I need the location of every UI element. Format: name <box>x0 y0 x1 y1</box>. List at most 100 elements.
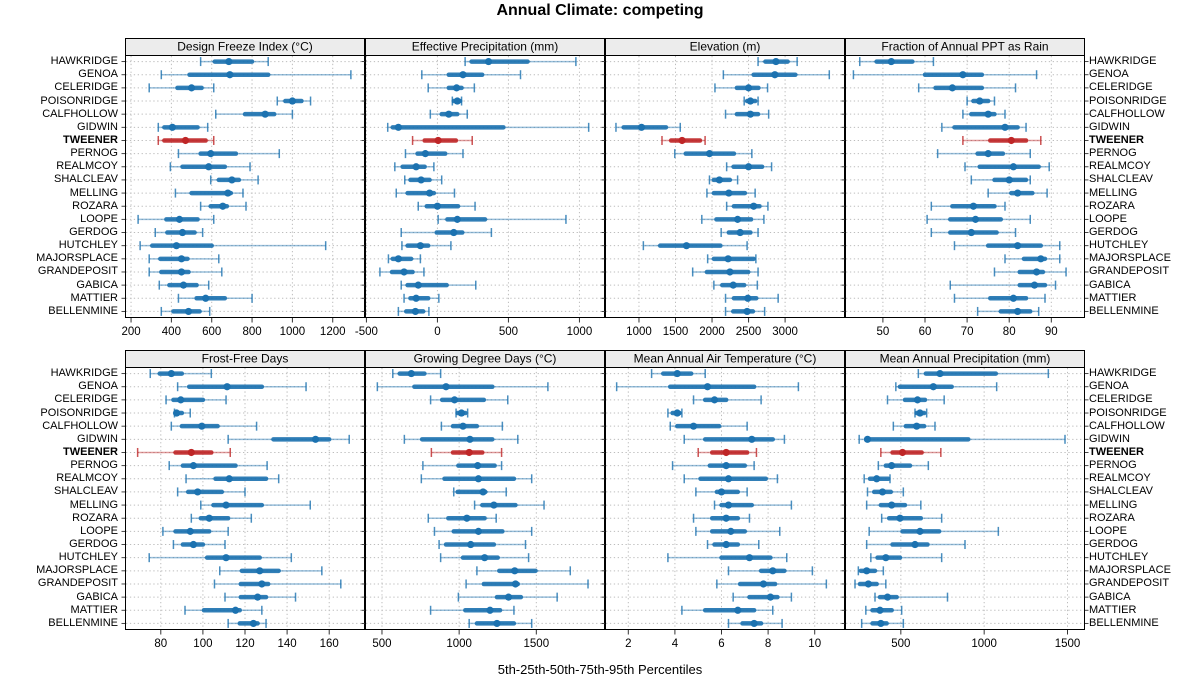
median-dot <box>1009 163 1018 171</box>
median-dot <box>913 396 922 404</box>
percentile-row-melling <box>987 188 1048 198</box>
station-label-left-gerdog: GERDOG <box>69 538 118 551</box>
percentile-row-poisonridge <box>455 408 469 418</box>
station-label-left-loope: LOOPE <box>80 212 118 225</box>
station-label-right-majorsplace: MAJORSPLACE <box>1089 564 1171 577</box>
percentile-row-realmcoy <box>185 474 280 484</box>
station-label-right-shalcleav: SHALCLEAV <box>1089 485 1153 498</box>
station-label-left-genoa: GENOA <box>78 380 118 393</box>
median-dot <box>474 475 483 483</box>
median-dot <box>948 84 956 92</box>
station-label-left-hutchley: HUTCHLEY <box>58 239 118 252</box>
median-dot <box>189 462 198 470</box>
median-dot <box>984 150 992 158</box>
percentile-row-shalcleav <box>708 175 739 185</box>
median-dot <box>743 307 751 316</box>
x-tick-label: 600 <box>202 326 221 338</box>
median-dot <box>1005 176 1013 184</box>
percentile-row-celeridge <box>427 83 476 93</box>
strip-title: Elevation (m) <box>690 40 761 54</box>
median-dot <box>450 396 459 404</box>
median-dot <box>311 435 320 443</box>
median-dot <box>416 242 424 250</box>
median-dot <box>453 215 461 223</box>
station-label-right-genoa: GENOA <box>1089 380 1129 393</box>
panel-design-freeze-index-c: Design Freeze Index (°C) 200 400 600 800 1000… <box>121 38 369 338</box>
station-label-right-genoa: GENOA <box>1089 68 1129 81</box>
median-dot <box>222 554 230 562</box>
percentile-row-celeridge <box>148 83 215 93</box>
median-dot <box>172 409 181 417</box>
median-dot <box>187 448 195 457</box>
median-dot <box>726 268 734 276</box>
percentile-row-gidwin <box>157 122 209 132</box>
median-dot <box>450 228 458 237</box>
strip-title: Fraction of Annual PPT as Rain <box>881 40 1048 54</box>
median-dot <box>717 488 726 496</box>
percentile-row-pernog <box>177 149 281 159</box>
percentile-row-loope <box>162 526 229 536</box>
station-label-right-grandeposit: GRANDEPOSIT <box>1089 265 1170 278</box>
panel-mean-annual-air-temperature-c: Mean Annual Air Temperature (°C) 2 4 6 8 10 <box>601 350 849 650</box>
median-dot <box>417 176 425 184</box>
median-dot <box>724 501 733 509</box>
percentile-row-hawkridge <box>650 369 706 379</box>
panel-elevation-m: Elevation (m) 1000 1500 2000 2500 3000 <box>601 38 849 338</box>
percentile-row-gerdog <box>720 228 759 238</box>
chart-caption: 5th-25th-50th-75th-95th Percentiles <box>497 662 703 677</box>
median-dot <box>911 540 919 549</box>
percentile-row-gerdog <box>706 540 760 550</box>
percentile-row-bellenmine <box>724 306 766 316</box>
median-dot <box>493 619 501 628</box>
percentile-row-grandeposit <box>213 579 342 589</box>
x-tick-label: 500 <box>499 326 518 338</box>
median-dot <box>434 136 442 145</box>
median-dot <box>194 488 202 496</box>
station-label-right-hawkridge: HAWKRIDGE <box>1089 367 1157 380</box>
median-dot <box>913 422 921 430</box>
station-label-right-realmcoy: REALMCOY <box>1089 160 1151 173</box>
x-axis: 50 60 70 80 90 <box>876 318 1058 338</box>
percentile-row-rozara <box>725 201 769 211</box>
median-dot <box>207 150 215 158</box>
median-dot <box>198 422 206 430</box>
percentile-row-hutchley <box>642 241 748 251</box>
percentile-row-shalcleav <box>695 487 748 497</box>
median-dot <box>465 448 473 457</box>
median-dot <box>873 475 881 483</box>
percentile-row-hutchley <box>401 241 452 251</box>
percentile-row-rozara <box>199 201 247 211</box>
x-tick-label: 2000 <box>699 326 725 338</box>
x-tick-label: 80 <box>154 638 167 650</box>
median-dot <box>710 396 719 404</box>
median-dot <box>179 281 188 289</box>
median-dot <box>864 580 872 588</box>
panel-growing-degree-days-c: Growing Degree Days (°C) 500 1000 1500 <box>361 350 609 650</box>
percentile-row-gidwin <box>227 434 350 444</box>
x-axis: 500 1000 1500 <box>891 630 1080 650</box>
percentile-row-shalcleav <box>404 175 443 185</box>
median-dot <box>466 435 474 443</box>
median-dot <box>457 409 466 417</box>
x-tick-label: 80 <box>1003 326 1016 338</box>
x-axis: -500 0 500 1000 <box>355 318 592 338</box>
percentile-row-shalcleav <box>452 487 507 497</box>
median-dot <box>766 593 775 601</box>
median-dot <box>231 606 240 614</box>
median-dot <box>412 294 420 302</box>
median-dot <box>223 383 231 391</box>
percentile-row-realmcoy <box>169 162 251 172</box>
x-tick-label: 160 <box>320 638 339 650</box>
percentile-row-gabica <box>949 280 1057 290</box>
station-label-right-calfhollow: CALFHOLLOW <box>1089 419 1165 432</box>
percentile-row-majorsplace <box>857 566 885 576</box>
median-dot <box>744 163 753 171</box>
median-dot <box>258 580 266 588</box>
x-tick-label: 140 <box>278 638 297 650</box>
x-axis: 1000 1500 2000 2500 3000 <box>626 318 798 338</box>
percentile-row-gidwin <box>403 434 519 444</box>
x-tick-label: 60 <box>919 326 932 338</box>
percentile-row-tweener <box>880 447 942 457</box>
x-tick-label: 1000 <box>971 638 997 650</box>
percentile-row-poisonridge <box>276 96 312 106</box>
